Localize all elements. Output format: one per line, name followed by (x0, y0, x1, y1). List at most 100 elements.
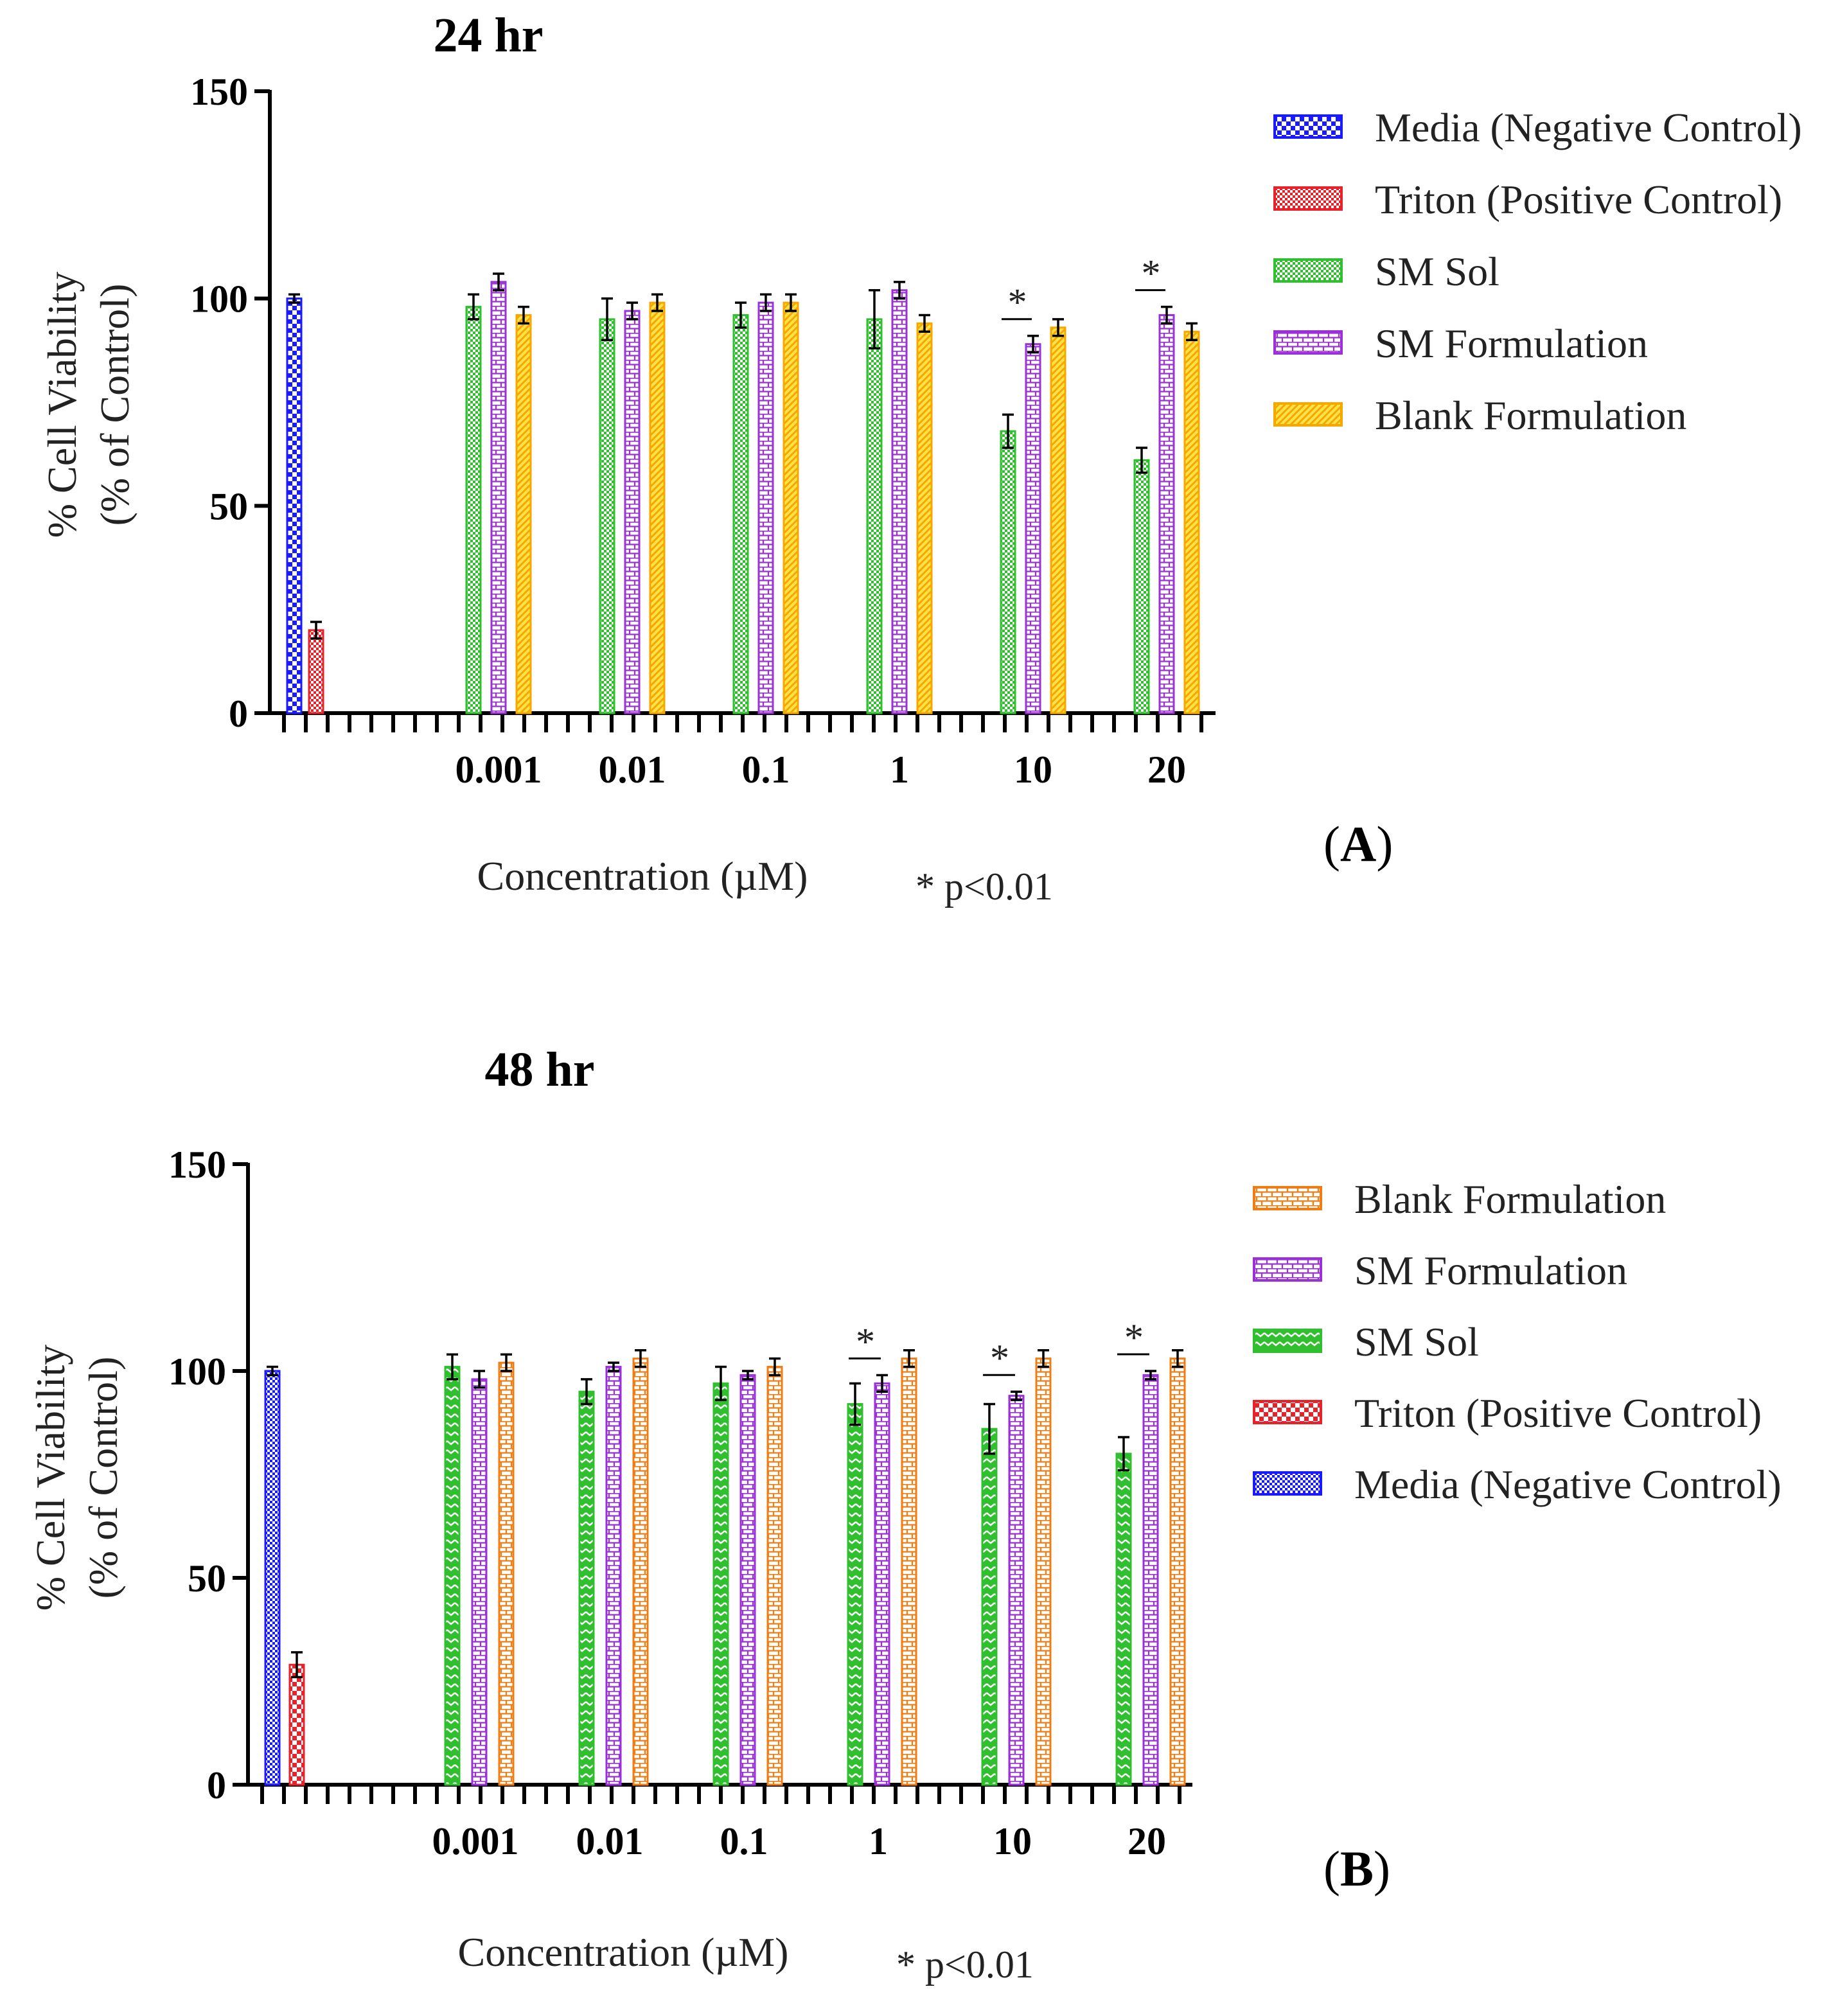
significance-star: * (856, 1320, 875, 1363)
error-bar (769, 1357, 781, 1377)
error-bar (715, 1365, 727, 1401)
error-bar (500, 1353, 512, 1372)
bar-sm-sol-10 (1000, 430, 1016, 714)
legend-swatch (1273, 186, 1343, 211)
bar-control-1 (288, 1663, 305, 1786)
x-tick-label: 10 (993, 1820, 1032, 1862)
legend-swatch (1253, 1186, 1322, 1210)
bar-sm-formulation-20 (1158, 314, 1175, 714)
error-bar (473, 1370, 485, 1389)
x-tick-label: 20 (1128, 1820, 1166, 1862)
error-bar (919, 314, 930, 333)
x-axis-label-a: Concentration (µM) (477, 853, 808, 899)
bar-sm-sol-0.001 (465, 306, 482, 714)
error-bar (1186, 322, 1198, 341)
error-bar (468, 293, 479, 321)
bar-sm-sol-0.01 (599, 318, 615, 714)
legend-swatch (1273, 402, 1343, 427)
bar-sm-formulation-0.01 (624, 310, 641, 714)
panel-label-b: (B) (1323, 1841, 1390, 1897)
y-label-line1-b: % Cell Viability (28, 1345, 73, 1611)
y-axis-label-a: % Cell Viability (% of Control) (39, 272, 137, 538)
legend-label: Triton (Positive Control) (1354, 1390, 1762, 1436)
error-bar (1038, 1349, 1049, 1368)
error-bar (1161, 305, 1172, 325)
error-bar (984, 1402, 995, 1455)
y-tick-label: 150 (168, 1144, 226, 1186)
x-tick-label: 0.1 (720, 1820, 768, 1862)
error-bar (447, 1353, 458, 1381)
y-tick-label: 50 (188, 1557, 226, 1600)
bar-sm-formulation-0.1 (739, 1374, 756, 1786)
error-bar (626, 301, 638, 321)
legend-label: SM Sol (1375, 249, 1499, 294)
bar-sm-sol-20 (1133, 459, 1150, 714)
bar-control-0 (286, 297, 303, 714)
bar-sm-sol-1 (866, 318, 883, 714)
error-bar (635, 1349, 646, 1368)
y-tick-label: 50 (209, 485, 248, 527)
y-tick-label: 100 (190, 278, 248, 321)
error-bar (518, 305, 529, 325)
bar-sm-formulation-0.1 (757, 301, 774, 714)
bar-blank-formulation-0.01 (632, 1357, 649, 1786)
x-tick-label: 0.01 (576, 1820, 644, 1862)
bar-sm-sol-20 (1115, 1453, 1132, 1786)
y-tick-label: 0 (207, 1764, 226, 1807)
significance-star: * (990, 1337, 1009, 1379)
bar-blank-formulation-1 (916, 322, 933, 714)
error-bar (760, 293, 772, 312)
error-bar (651, 293, 663, 312)
bar-sm-sol-1 (847, 1403, 863, 1786)
panel-a: 24 hr % Cell Viability (% of Control) 0 5… (39, 8, 1802, 908)
panel-b: 48 hr % Cell Viability (% of Control) 0 5… (28, 1043, 1782, 1986)
bar-blank-formulation-0.1 (783, 301, 799, 714)
bar-blank-formulation-10 (1050, 326, 1066, 714)
bar-blank-formulation-0.001 (498, 1361, 515, 1786)
legend-b: Blank Formulation SM Formulation SM Sol Tri… (1253, 1176, 1782, 1507)
error-bar (1136, 447, 1147, 474)
bar-sm-sol-0.001 (444, 1366, 461, 1786)
bar-sm-sol-0.1 (712, 1382, 729, 1786)
error-bar (894, 281, 905, 300)
legend-swatch (1253, 1400, 1322, 1424)
x-tick-label: 0.1 (742, 748, 790, 791)
y-tick-label: 150 (190, 71, 248, 113)
error-bar (288, 293, 300, 304)
x-tick-label: 0.001 (432, 1820, 519, 1862)
bar-sm-sol-0.1 (732, 314, 749, 714)
legend-label: Media (Negative Control) (1375, 105, 1802, 150)
bar-blank-formulation-10 (1035, 1357, 1052, 1786)
error-bar (742, 1370, 754, 1381)
y-label-line1-a: % Cell Viability (39, 272, 85, 538)
y-axis-label-b: % Cell Viability (% of Control) (28, 1345, 126, 1611)
x-tick-label: 20 (1147, 748, 1186, 791)
error-bar (310, 621, 322, 640)
error-bar (1027, 334, 1039, 354)
legend-label: SM Sol (1354, 1319, 1479, 1365)
error-bar (493, 272, 504, 292)
chart-title-a: 24 hr (434, 8, 544, 62)
y-label-line2-b: (% of Control) (80, 1357, 126, 1599)
bar-sm-formulation-0.001 (490, 281, 507, 714)
bar-blank-formulation-1 (901, 1357, 917, 1786)
legend-swatch (1273, 330, 1343, 355)
legend-label: Media (Negative Control) (1354, 1462, 1782, 1507)
panel-letter-b: B (1340, 1841, 1374, 1897)
legend-swatch (1273, 258, 1343, 283)
y-tick-label: 100 (168, 1350, 226, 1393)
x-tick-label: 10 (1014, 748, 1052, 791)
bar-control-1 (308, 629, 324, 714)
legend-label: SM Formulation (1354, 1248, 1627, 1293)
bar-blank-formulation-0.1 (766, 1366, 783, 1786)
error-bar (1145, 1370, 1156, 1381)
bar-sm-formulation-10 (1008, 1395, 1025, 1786)
significance-note-a: * p<0.01 (916, 865, 1053, 908)
error-bar (291, 1651, 303, 1679)
bar-blank-formulation-0.01 (649, 301, 666, 714)
legend-label: SM Formulation (1375, 321, 1648, 366)
legend-swatch (1273, 114, 1343, 139)
bar-blank-formulation-0.001 (515, 314, 532, 714)
legend-label: Triton (Positive Control) (1375, 177, 1782, 222)
